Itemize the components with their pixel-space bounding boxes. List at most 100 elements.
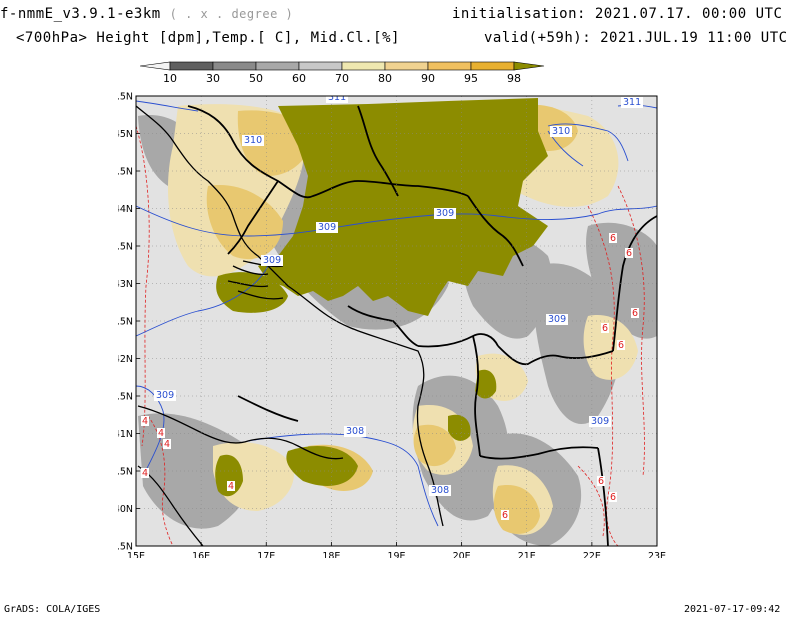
valid-value: 2021.JUL.19 11:00 UTC (600, 30, 788, 46)
lat-tick-label: 45N (118, 129, 133, 140)
lat-tick-label: 45.5N (118, 92, 133, 103)
temperature-label: 6 (618, 340, 624, 351)
contour-label-bg (326, 96, 348, 103)
lat-tick-label: 40.5N (118, 467, 133, 478)
temp-label-bg (501, 510, 509, 520)
lat-tick-label: 39.5N (118, 542, 133, 553)
lat-tick-label: 42N (118, 354, 133, 365)
colorbar-arrow-right (513, 61, 545, 71)
height-contour-label: 309 (263, 255, 281, 266)
colorbar-label: 80 (378, 72, 392, 85)
footer-right: 2021-07-17-09:42 (684, 604, 781, 615)
dense-cloud-area (215, 98, 548, 497)
lat-tick-label: 43.5N (118, 242, 133, 253)
lon-tick-label: 16E (192, 551, 210, 558)
contour-labels: 311 310 309 309 309 309 308 308 309 309 311 310 308 (154, 86, 643, 496)
contour-label-bg (316, 222, 338, 233)
temp-label-bg (141, 416, 149, 426)
colorbar-label: 90 (421, 72, 435, 85)
height-contour-label: 311 (623, 97, 641, 108)
lat-tick-label: 42.5N (118, 317, 133, 328)
colorbar-box (470, 61, 515, 71)
lon-tick-label: 20E (453, 551, 471, 558)
contour-label-bg (550, 126, 572, 137)
colorbar-label: 95 (464, 72, 478, 85)
colorbar: 10 30 50 60 70 80 90 95 98 (140, 61, 545, 85)
valid-label: valid(+59h): (484, 30, 592, 46)
temperature-label: 6 (632, 308, 638, 319)
lon-tick-label: 15E (127, 551, 145, 558)
model-title: f-nmmE_v3.9.1-e3km ( . x . degree ) (0, 6, 293, 22)
colorbar-box (169, 61, 214, 71)
colorbar-label: 60 (292, 72, 306, 85)
temperature-label: 6 (610, 233, 616, 244)
temp-label-bg (625, 248, 633, 258)
colorbar-arrow-left (140, 61, 171, 71)
temp-label-bg (617, 340, 625, 350)
height-contour-label: 310 (244, 135, 262, 146)
temperature-label: 6 (502, 510, 508, 521)
temperature-label: 4 (164, 439, 170, 450)
grid-spec: ( . x . degree ) (169, 7, 294, 21)
contour-label-bg (344, 426, 366, 437)
contour-label-bg (204, 86, 226, 93)
longitude-axis: 15E 16E 17E 18E 19E 20E 21E 22E 23E (127, 542, 666, 558)
temp-label-bg (163, 439, 171, 449)
lon-tick-label: 22E (583, 551, 601, 558)
valid-time: valid(+59h): 2021.JUL.19 11:00 UTC (484, 30, 788, 46)
temperature-label: 4 (142, 416, 148, 427)
height-contour-label: 308 (206, 86, 224, 93)
model-name: f-nmmE_v3.9.1-e3km (0, 6, 161, 22)
temp-label-bg (597, 476, 605, 486)
country-borders (187, 105, 657, 546)
contour-label-bg (242, 135, 264, 146)
height-contour-label: 309 (318, 222, 336, 233)
weather-map: 311310309309309309308308309309311310308 … (118, 86, 666, 559)
colorbar-label: 70 (335, 72, 349, 85)
temp-label-bg (631, 308, 639, 318)
height-contour-label: 309 (436, 208, 454, 219)
temp-label-bg (609, 492, 617, 502)
temperature-label: 6 (598, 476, 604, 487)
lon-tick-label: 19E (387, 551, 405, 558)
colorbar-box (212, 61, 257, 71)
temp-label-bg (227, 481, 235, 491)
height-contour-label: 309 (548, 314, 566, 325)
lat-tick-label: 43N (118, 279, 133, 290)
temperature-label: 4 (142, 468, 148, 479)
lat-tick-label: 44N (118, 204, 133, 215)
colorbar-box (298, 61, 343, 71)
contour-label-bg (546, 314, 568, 325)
contour-label-bg (589, 416, 611, 427)
height-contour-label: 308 (431, 485, 449, 496)
temp-label-bg (601, 323, 609, 333)
contour-label-bg (621, 97, 643, 108)
colorbar-box (427, 61, 472, 71)
temp-label-bg (609, 233, 617, 243)
lat-tick-label: 40N (118, 504, 133, 515)
lon-tick-label: 23E (648, 551, 666, 558)
temp-label-bg (157, 428, 165, 438)
lat-tick-label: 41.5N (118, 392, 133, 403)
colorbar-label: 98 (507, 72, 521, 85)
lon-tick-label: 21E (518, 551, 536, 558)
height-contour-label: 309 (156, 390, 174, 401)
graticule (136, 96, 657, 546)
init-value: 2021.07.17. 00:00 UTC (594, 6, 783, 22)
coastlines (136, 105, 444, 546)
temperature-label: 4 (228, 481, 234, 492)
contour-label-bg (261, 255, 283, 266)
height-contour-label: 310 (552, 126, 570, 137)
contour-label-bg (434, 208, 456, 219)
colorbar-box (255, 61, 300, 71)
temperature-label: 6 (610, 492, 616, 503)
variables-label: <700hPa> Height [dpm],Temp.[ C], Mid.Cl.… (16, 30, 400, 46)
init-time: initialisation: 2021.07.17. 00:00 UTC (452, 6, 782, 22)
footer-left: GrADS: COLA/IGES (4, 604, 101, 615)
lat-tick-label: 41N (118, 429, 133, 440)
colorbar-label: 30 (206, 72, 220, 85)
temp-label-bg (141, 468, 149, 478)
colorbar-box (341, 61, 386, 71)
height-contour-label: 308 (346, 426, 364, 437)
